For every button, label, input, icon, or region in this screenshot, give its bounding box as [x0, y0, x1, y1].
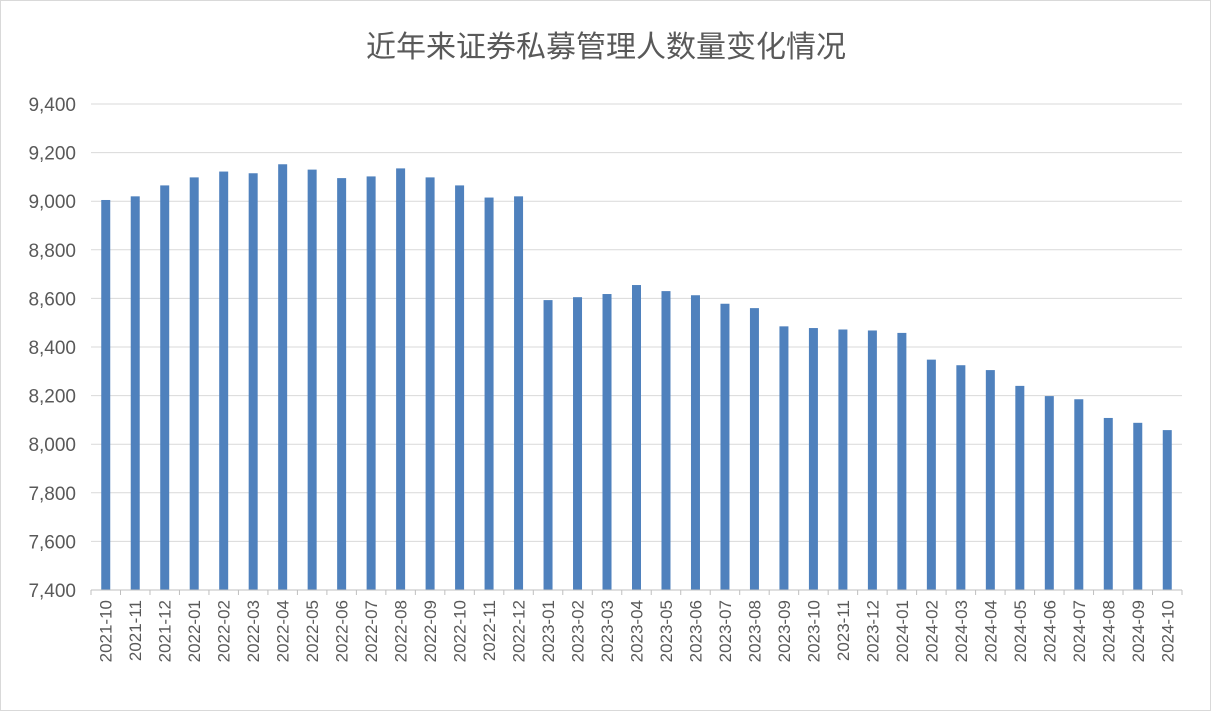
x-tick-label: 2023-02: [569, 600, 588, 662]
bar-2022-03: [248, 173, 258, 590]
x-tick-label: 2023-04: [628, 600, 647, 662]
bar-2022-07: [366, 176, 376, 590]
bar-2024-09: [1133, 422, 1143, 590]
bar-2023-10: [808, 328, 818, 590]
bar-2021-10: [101, 199, 111, 591]
x-tick-label: 2024-09: [1129, 600, 1148, 662]
y-tick-label: 8,000: [28, 435, 76, 456]
bar-2024-05: [1015, 385, 1025, 590]
bar-2023-07: [720, 303, 730, 590]
x-tick-label: 2021-12: [156, 600, 175, 662]
x-tick-label: 2024-02: [922, 600, 941, 662]
bar-2022-02: [219, 171, 229, 590]
x-tick-label: 2024-05: [1011, 600, 1030, 662]
bar-2021-11: [130, 196, 140, 590]
bar-2023-09: [779, 326, 789, 590]
x-tick-label: 2021-10: [97, 600, 116, 662]
x-tick-label: 2023-06: [686, 600, 705, 662]
y-axis-ticks: 7,400 7,600 7,800 8,000 8,200 8,400 8,600 8,800…: [28, 95, 76, 602]
bar-2022-04: [278, 164, 288, 590]
y-tick-label: 9,200: [28, 144, 76, 165]
bar-2024-06: [1044, 396, 1054, 590]
bar-2023-08: [749, 308, 759, 590]
bar-2023-04: [632, 285, 641, 590]
bar-2023-03: [602, 294, 612, 590]
x-tick-label: 2023-05: [657, 600, 676, 662]
x-tick-label: 2022-07: [362, 600, 381, 662]
bar-2022-08: [396, 168, 406, 590]
chart-title: 近年来证券私募管理人数量变化情况: [366, 30, 846, 65]
bar-2022-06: [337, 178, 347, 591]
x-tick-label: 2024-04: [981, 600, 1000, 662]
bar-2023-01: [543, 300, 553, 590]
bar-2024-03: [956, 365, 966, 590]
x-tick-label: 2022-09: [421, 600, 440, 662]
y-tick-label: 8,600: [28, 289, 76, 310]
bar-2024-07: [1074, 399, 1084, 590]
x-tick-label: 2022-04: [274, 600, 293, 662]
x-tick-label: 2022-06: [333, 600, 352, 662]
x-tick-label: 2023-07: [716, 600, 735, 662]
bar-2022-10: [455, 185, 465, 590]
x-tick-label: 2024-03: [952, 600, 971, 662]
bar-2022-05: [307, 169, 317, 591]
y-tick-label: 7,400: [28, 581, 76, 602]
x-tick-label: 2021-11: [126, 600, 145, 661]
x-tick-label: 2024-07: [1070, 600, 1089, 662]
bar-2023-12: [867, 330, 877, 590]
y-tick-label: 8,400: [28, 338, 76, 359]
y-tick-label: 8,800: [28, 241, 76, 262]
x-tick-label: 2024-08: [1099, 600, 1118, 662]
y-tick-label: 9,400: [28, 95, 76, 116]
x-axis-ticks: 2021-10 2021-11 2021-12 2022-01 2022-02 2022-…: [90, 590, 1183, 662]
x-tick-label: 2023-10: [804, 600, 823, 662]
bar-2021-12: [160, 185, 170, 590]
x-tick-label: 2022-11: [480, 600, 499, 661]
x-tick-label: 2024-10: [1158, 600, 1177, 662]
x-tick-label: 2023-01: [539, 600, 558, 662]
x-tick-label: 2022-02: [215, 600, 234, 662]
x-tick-label: 2023-09: [775, 600, 794, 662]
x-tick-label: 2024-06: [1040, 600, 1059, 662]
x-tick-label: 2023-11: [834, 600, 853, 661]
y-tick-label: 7,600: [28, 532, 76, 553]
bar-2024-08: [1103, 417, 1113, 590]
bar-2024-02: [926, 359, 936, 590]
y-tick-label: 7,800: [28, 484, 76, 505]
x-tick-label: 2023-03: [598, 600, 617, 662]
x-tick-label: 2022-03: [244, 600, 263, 662]
bar-2023-11: [838, 329, 848, 590]
bar-2024-01: [897, 332, 907, 590]
x-tick-label: 2022-05: [303, 600, 322, 662]
bar-2022-12: [514, 196, 524, 590]
x-tick-label: 2022-12: [510, 600, 529, 662]
x-tick-label: 2022-08: [392, 600, 411, 662]
bar-2023-02: [573, 297, 583, 590]
bar-2022-09: [425, 177, 435, 591]
y-tick-label: 9,000: [28, 192, 76, 213]
x-tick-label: 2023-12: [863, 600, 882, 662]
x-tick-label: 2022-01: [185, 600, 204, 662]
bar-2022-11: [484, 197, 494, 590]
bars: [101, 164, 1172, 591]
bar-2023-05: [661, 291, 671, 590]
x-tick-label: 2024-01: [893, 600, 912, 662]
x-tick-label: 2022-10: [451, 600, 470, 662]
bar-2023-06: [690, 295, 700, 590]
bar-2024-10: [1162, 430, 1172, 590]
bar-2022-01: [189, 177, 199, 591]
x-tick-label: 2023-08: [745, 600, 764, 662]
bar-2024-04: [985, 370, 995, 590]
y-tick-label: 8,200: [28, 387, 76, 408]
